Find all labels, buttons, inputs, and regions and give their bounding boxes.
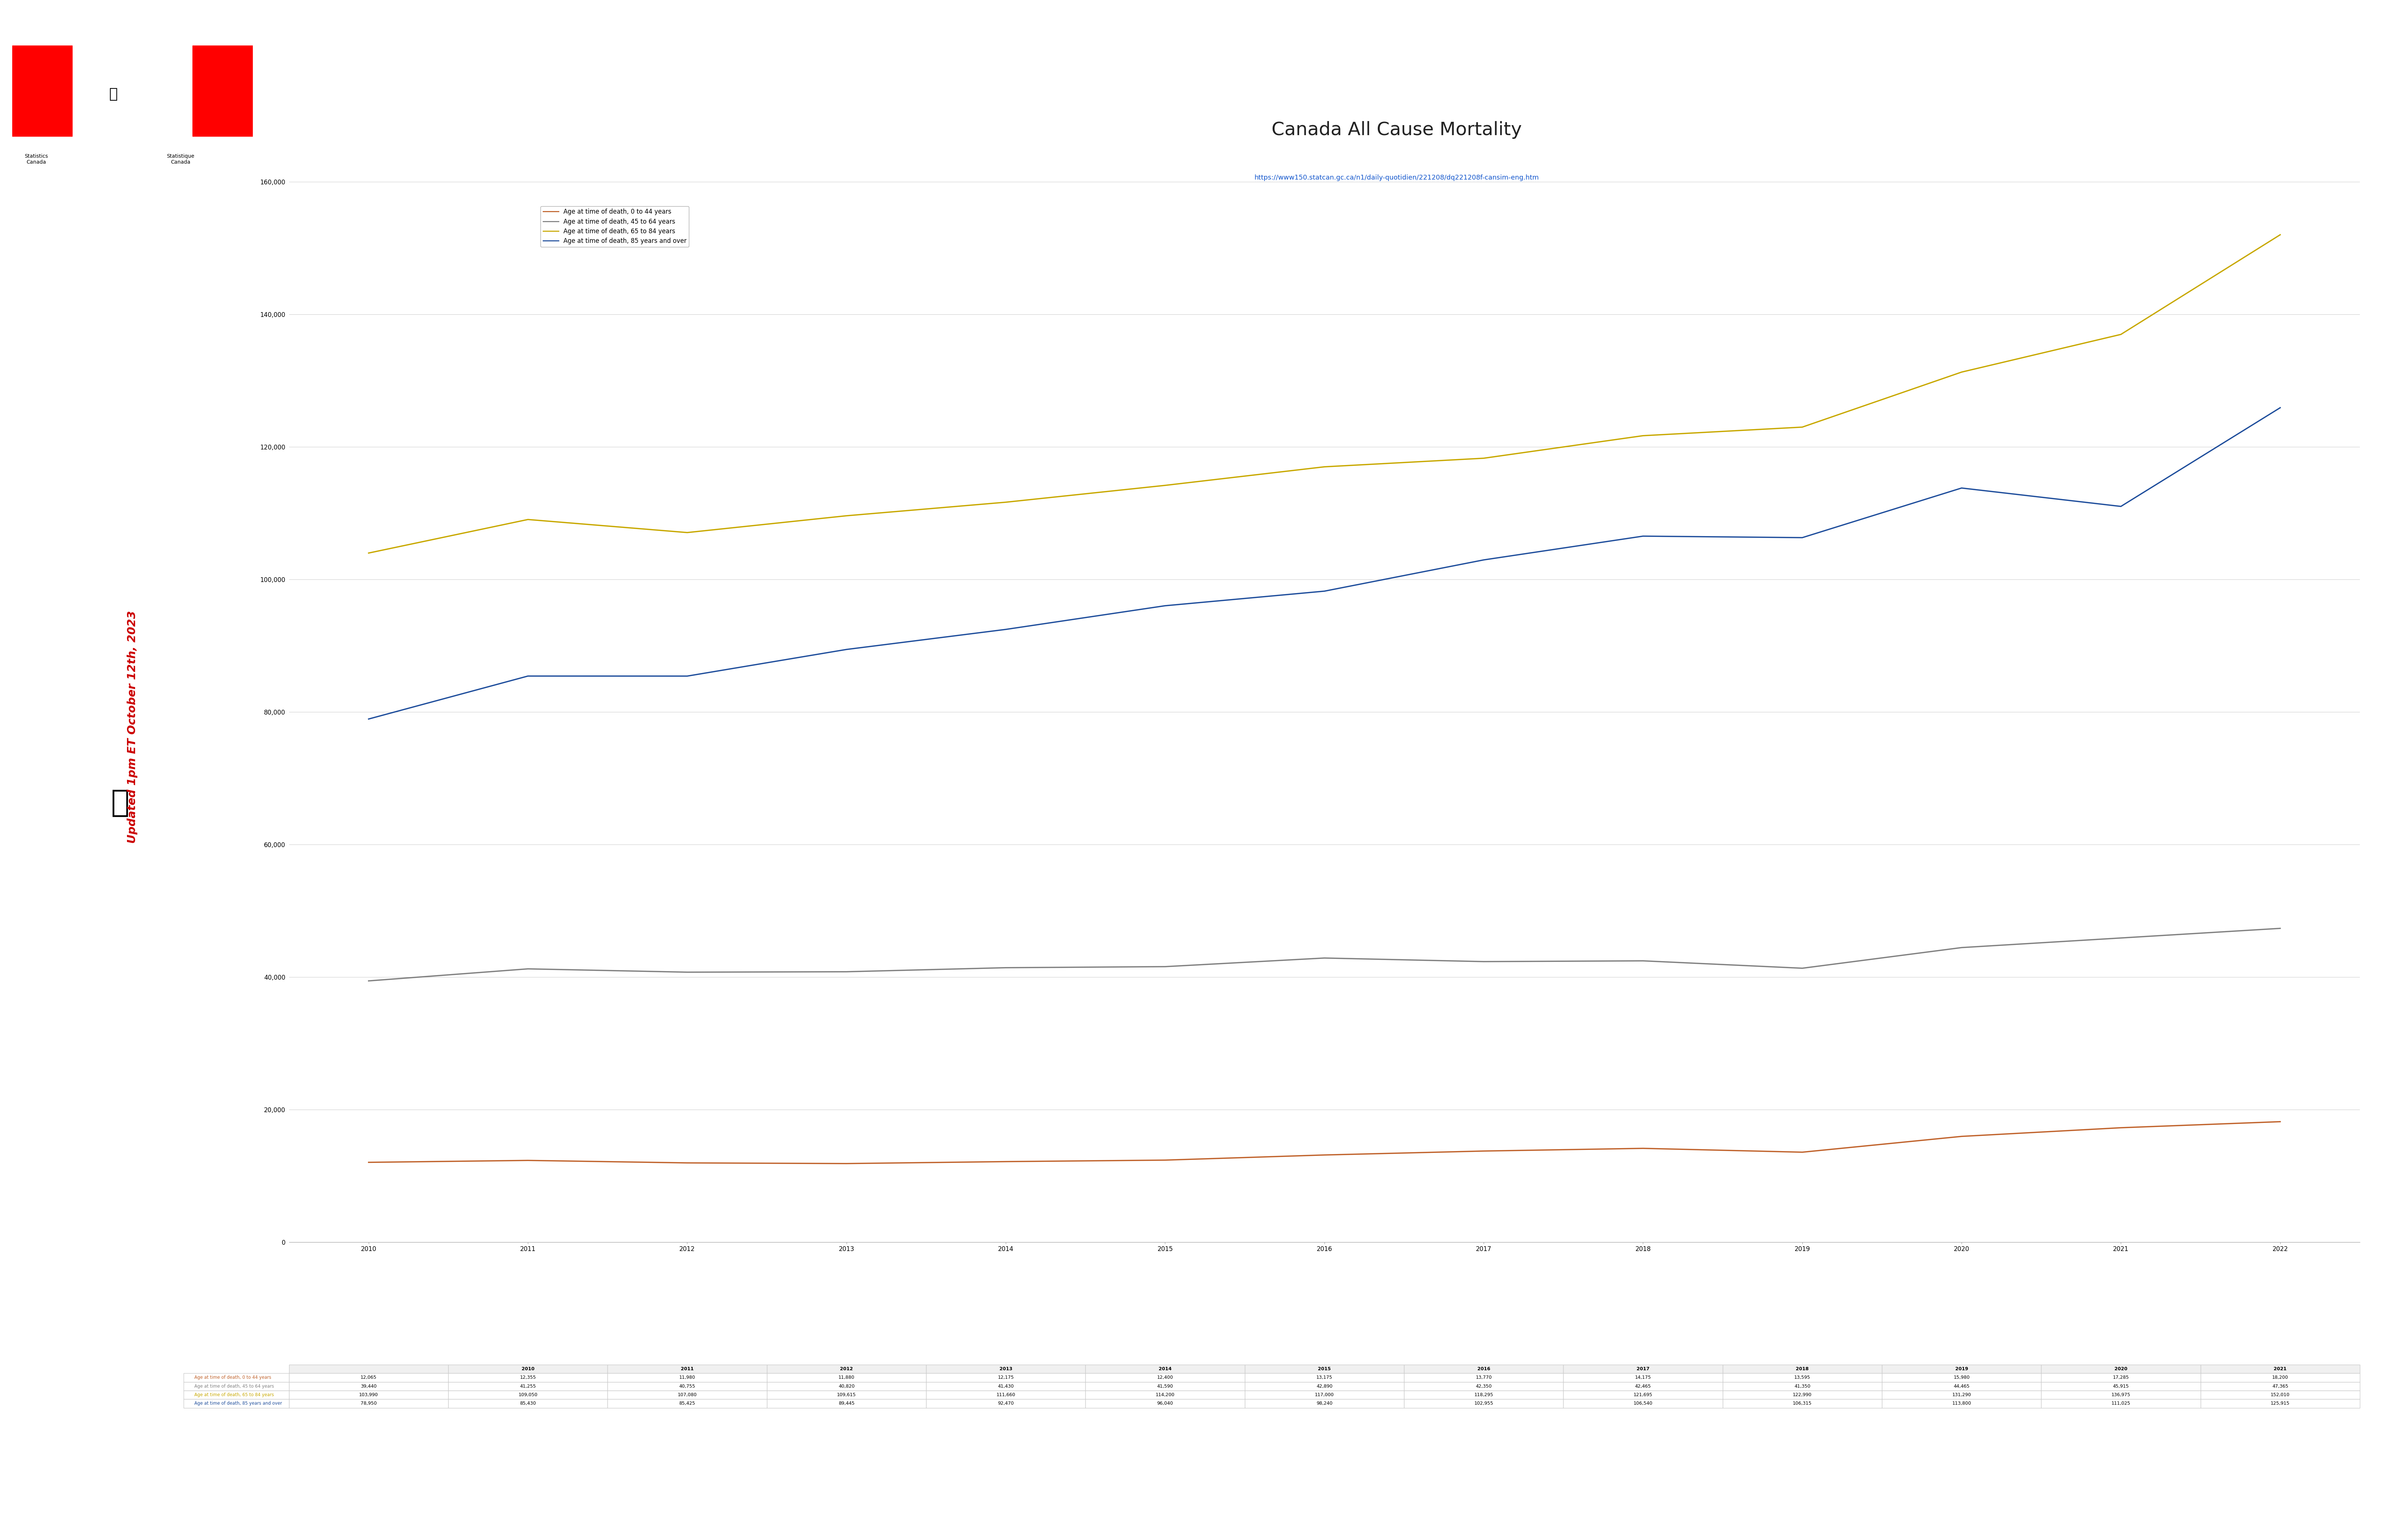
Text: Updated 1pm ET October 12th, 2023: Updated 1pm ET October 12th, 2023 <box>128 611 137 844</box>
Text: Statistics
Canada: Statistics Canada <box>24 153 48 165</box>
Text: https://www150.statcan.gc.ca/n1/daily-quotidien/221208/dq221208f-cansim-eng.htm: https://www150.statcan.gc.ca/n1/daily-qu… <box>1255 174 1539 180</box>
Text: 🍁: 🍁 <box>108 86 118 102</box>
Bar <box>193 45 253 136</box>
Bar <box>12 45 72 136</box>
Legend: Age at time of death, 0 to 44 years, Age at time of death, 45 to 64 years, Age a: Age at time of death, 0 to 44 years, Age… <box>539 206 689 247</box>
Text: 🐺: 🐺 <box>111 788 130 818</box>
Text: Canada All Cause Mortality: Canada All Cause Mortality <box>1271 121 1522 139</box>
Text: Statistique
Canada: Statistique Canada <box>166 153 195 165</box>
